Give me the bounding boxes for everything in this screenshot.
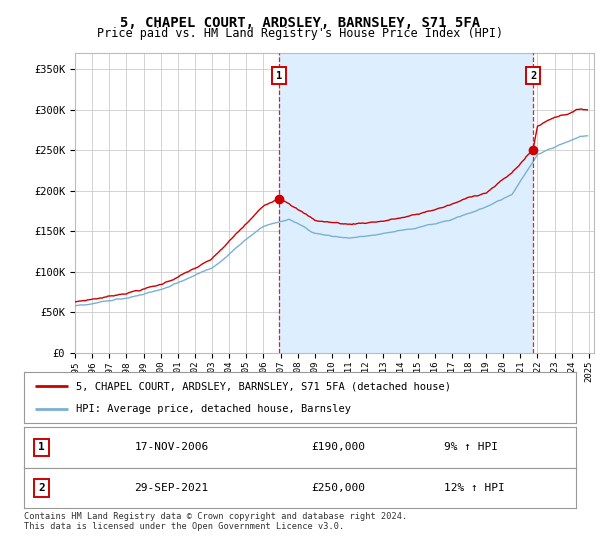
Text: 1: 1 — [38, 442, 45, 452]
Text: 5, CHAPEL COURT, ARDSLEY, BARNSLEY, S71 5FA (detached house): 5, CHAPEL COURT, ARDSLEY, BARNSLEY, S71 … — [76, 381, 451, 391]
Text: 2: 2 — [530, 71, 536, 81]
Text: 17-NOV-2006: 17-NOV-2006 — [134, 442, 209, 452]
Text: 9% ↑ HPI: 9% ↑ HPI — [443, 442, 497, 452]
Text: £250,000: £250,000 — [311, 483, 365, 493]
Text: 1: 1 — [276, 71, 282, 81]
Text: Contains HM Land Registry data © Crown copyright and database right 2024.
This d: Contains HM Land Registry data © Crown c… — [24, 512, 407, 531]
Bar — [279, 53, 533, 353]
Text: 29-SEP-2021: 29-SEP-2021 — [134, 483, 209, 493]
Text: 12% ↑ HPI: 12% ↑ HPI — [443, 483, 504, 493]
Text: 5, CHAPEL COURT, ARDSLEY, BARNSLEY, S71 5FA: 5, CHAPEL COURT, ARDSLEY, BARNSLEY, S71 … — [120, 16, 480, 30]
Text: £190,000: £190,000 — [311, 442, 365, 452]
Text: 2: 2 — [38, 483, 45, 493]
Text: Price paid vs. HM Land Registry's House Price Index (HPI): Price paid vs. HM Land Registry's House … — [97, 27, 503, 40]
Text: HPI: Average price, detached house, Barnsley: HPI: Average price, detached house, Barn… — [76, 404, 352, 414]
